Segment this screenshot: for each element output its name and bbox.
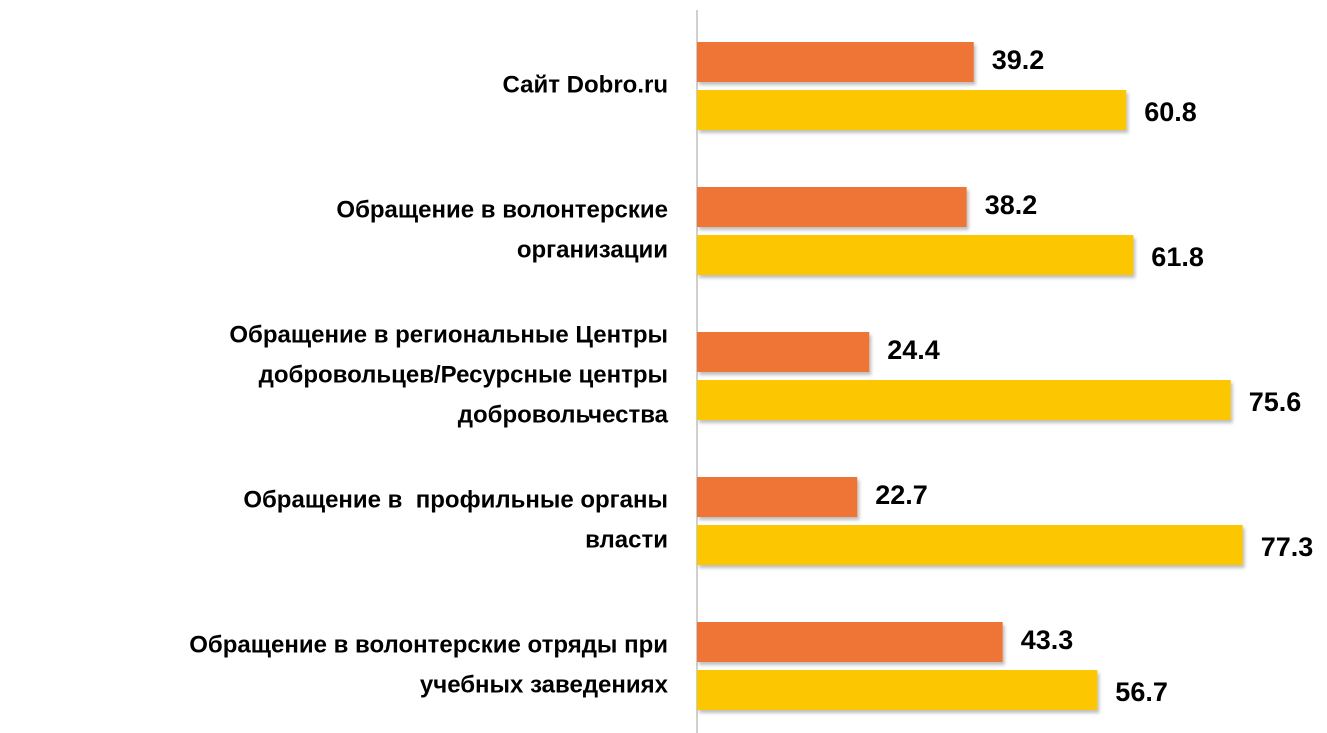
category-label: учебных заведениях (420, 671, 669, 698)
value-label: 75.6 (1249, 387, 1302, 417)
category-label: Обращение в волонтерские отряды при (189, 631, 668, 658)
value-label: 38.2 (985, 190, 1038, 220)
category-label: организации (517, 236, 668, 263)
bar (697, 622, 1003, 662)
bar (697, 42, 974, 82)
category-label: Сайт Dobro.ru (503, 71, 668, 98)
category-label: Обращение в профильные органы (243, 486, 668, 513)
category-label: добровольчества (458, 401, 669, 428)
bar (697, 90, 1127, 130)
value-label: 39.2 (992, 45, 1045, 75)
category-label: Обращение в региональные Центры (229, 321, 668, 348)
bar (697, 187, 967, 227)
value-label: 22.7 (875, 480, 928, 510)
category-label: власти (585, 526, 668, 553)
value-label: 24.4 (887, 335, 940, 365)
bar (697, 477, 858, 517)
bar (697, 380, 1231, 420)
value-label: 77.3 (1261, 532, 1314, 562)
value-label: 60.8 (1144, 97, 1197, 127)
value-label: 61.8 (1151, 242, 1204, 272)
category-label: Обращение в волонтерские (336, 196, 668, 223)
bar (697, 332, 870, 372)
value-label: 43.3 (1021, 625, 1074, 655)
value-label: 56.7 (1115, 677, 1168, 707)
bar (697, 235, 1134, 275)
category-label: добровольцев/Ресурсные центры (259, 361, 668, 388)
bar (697, 670, 1098, 710)
bar (697, 525, 1243, 565)
